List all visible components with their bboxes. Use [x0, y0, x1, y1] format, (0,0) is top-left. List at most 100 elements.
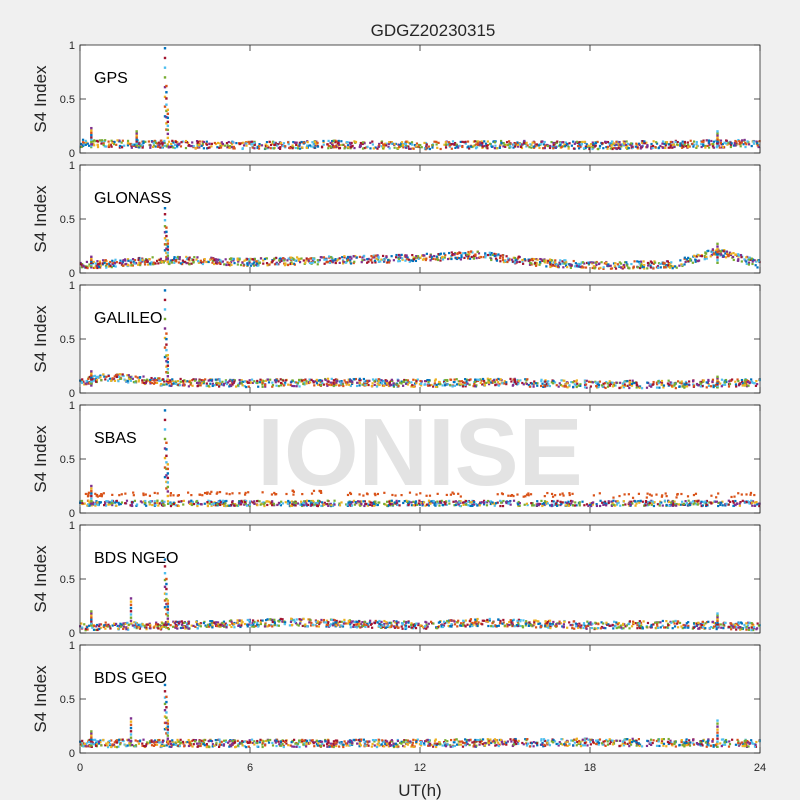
data-point: [329, 259, 332, 263]
data-point: [327, 261, 330, 264]
data-point: [469, 501, 472, 504]
data-point: [533, 382, 536, 385]
data-point: [458, 257, 461, 260]
data-point: [579, 265, 582, 269]
data-point: [664, 492, 667, 495]
data-point: [425, 143, 428, 146]
data-point: [644, 501, 648, 504]
spike-point: [163, 308, 167, 311]
data-point: [323, 501, 326, 504]
data-point: [712, 142, 715, 146]
data-point: [523, 139, 526, 143]
data-point: [473, 385, 477, 388]
data-point: [676, 380, 680, 383]
data-point: [172, 382, 175, 385]
data-point: [286, 259, 289, 262]
data-point: [696, 500, 699, 503]
data-point: [311, 503, 314, 506]
data-point: [268, 263, 271, 266]
data-point: [724, 503, 727, 506]
data-point: [236, 257, 239, 260]
data-point: [101, 139, 104, 142]
data-point: [157, 262, 160, 265]
data-point: [712, 384, 715, 387]
data-point: [712, 140, 715, 143]
data-point: [84, 492, 87, 496]
data-point: [182, 261, 185, 264]
data-point: [674, 619, 677, 623]
data-point: [149, 378, 152, 382]
data-point: [701, 385, 704, 388]
data-point: [278, 259, 281, 262]
data-point: [251, 140, 254, 143]
data-point: [300, 504, 304, 508]
data-point: [432, 257, 435, 261]
data-point: [314, 144, 317, 147]
data-point: [505, 141, 509, 144]
data-point: [642, 265, 645, 268]
data-point: [476, 617, 479, 621]
data-point: [173, 146, 177, 150]
data-point: [626, 379, 629, 383]
data-point: [139, 259, 142, 262]
data-point: [661, 494, 664, 497]
data-point: [604, 386, 607, 390]
data-point: [279, 381, 283, 385]
data-point: [356, 381, 359, 384]
data-point: [230, 143, 234, 146]
data-point: [633, 260, 636, 263]
data-point: [208, 146, 211, 149]
data-point: [464, 140, 467, 143]
data-point: [497, 624, 500, 627]
data-point: [298, 257, 301, 261]
data-point: [256, 381, 259, 385]
data-point: [233, 380, 236, 383]
data-point: [126, 263, 130, 266]
data-point: [148, 494, 152, 497]
data-point: [332, 259, 335, 262]
data-point: [380, 379, 383, 382]
data-point: [380, 141, 383, 144]
data-point: [737, 254, 741, 257]
data-point: [658, 504, 661, 507]
data-point: [175, 260, 178, 263]
data-point: [132, 494, 135, 497]
data-point: [398, 145, 401, 148]
data-point: [382, 143, 386, 147]
data-point: [390, 141, 393, 144]
data-point: [423, 380, 427, 383]
data-point: [332, 619, 335, 622]
data-point: [493, 141, 497, 144]
data-point: [232, 145, 236, 149]
data-point: [353, 378, 356, 381]
data-point: [96, 495, 99, 498]
data-point: [751, 500, 755, 503]
data-point: [119, 259, 122, 262]
data-point: [187, 144, 190, 147]
data-point: [367, 257, 370, 261]
data-point: [564, 141, 568, 144]
data-point: [228, 493, 231, 496]
data-point: [298, 618, 301, 621]
data-point: [509, 377, 512, 381]
spike-point: [163, 115, 167, 118]
data-point: [319, 490, 323, 493]
data-point: [472, 385, 475, 388]
data-point: [679, 144, 682, 147]
y-tick-label: 0: [69, 508, 75, 520]
data-point: [744, 141, 747, 145]
data-point: [102, 143, 105, 147]
data-point: [689, 257, 692, 261]
data-point: [435, 255, 438, 258]
data-point: [723, 381, 727, 384]
data-point: [244, 258, 247, 261]
spike-point: [716, 138, 719, 141]
data-point: [132, 260, 135, 263]
data-point: [583, 504, 586, 507]
data-point: [169, 502, 172, 505]
data-point: [112, 264, 115, 268]
data-point: [591, 503, 595, 506]
data-point: [396, 503, 399, 507]
data-point: [594, 141, 598, 145]
data-point: [390, 624, 393, 627]
